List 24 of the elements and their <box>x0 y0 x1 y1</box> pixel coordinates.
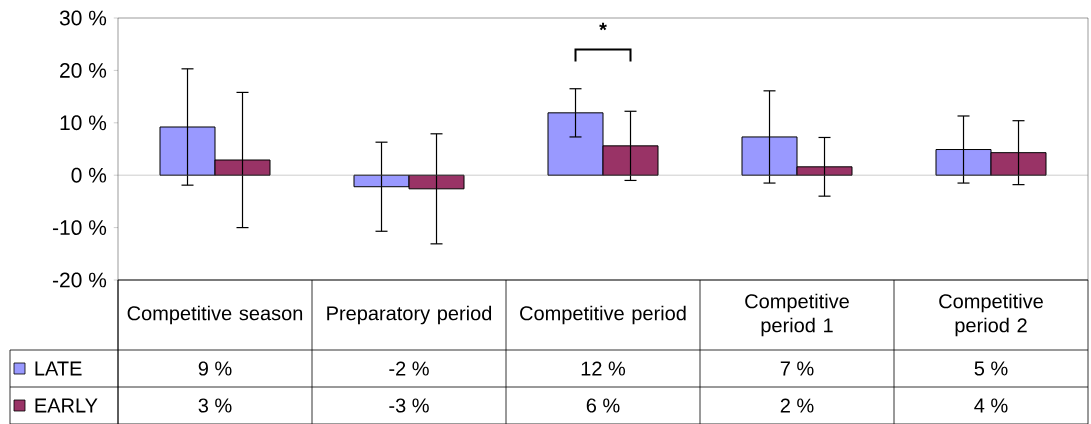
data-label: -2 % <box>389 361 429 376</box>
data-label: 7 % <box>780 361 814 376</box>
legend-label: LATE <box>35 361 82 376</box>
x-tick-label: Preparatory period <box>327 305 492 325</box>
y-tick-label: -20 % <box>52 272 107 288</box>
data-label: 3 % <box>198 398 232 413</box>
data-label: 9 % <box>198 361 232 376</box>
y-tick-label: 10 % <box>60 115 107 131</box>
data-label: 6 % <box>586 398 620 413</box>
data-label: 5 % <box>974 361 1008 376</box>
data-label: 4 % <box>974 398 1008 413</box>
y-tick-label: 30 % <box>59 10 107 26</box>
annotation: * <box>599 22 607 31</box>
y-tick-label: -10 % <box>52 220 107 236</box>
legend-label: EARLY <box>35 398 98 413</box>
data-label: 12 % <box>581 361 626 376</box>
data-label: -3 % <box>389 398 429 413</box>
data-label: 2 % <box>780 398 814 413</box>
x-tick-label: Competitive period 1 <box>745 293 849 337</box>
x-tick-label: Competitive season <box>127 305 303 325</box>
x-tick-label: Competitive period <box>520 305 686 325</box>
y-tick-label: 20 % <box>60 62 107 78</box>
x-tick-label: Competitive period 2 <box>939 293 1043 337</box>
y-tick-label: 0 % <box>71 167 107 183</box>
